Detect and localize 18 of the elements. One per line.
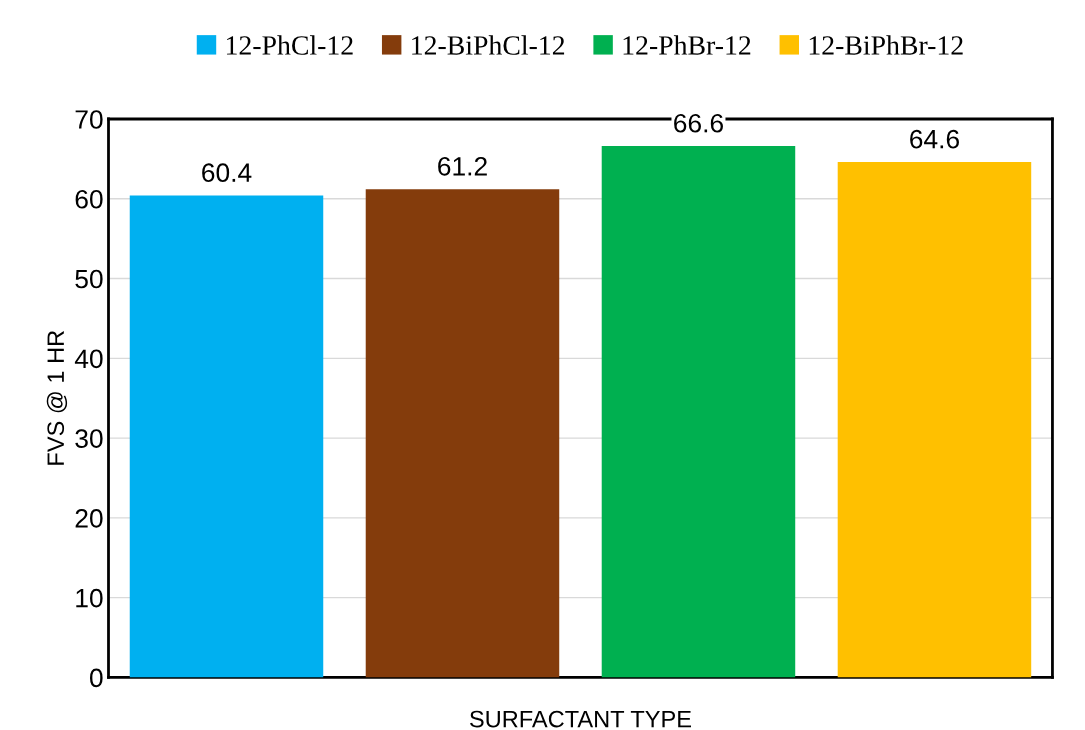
x-axis-title: SURFACTANT TYPE — [470, 710, 691, 728]
legend-label: 12-BiPhCl-12 — [412, 35, 565, 55]
y-tick-label: 20 — [75, 509, 103, 528]
y-tick-label: 0 — [90, 668, 103, 688]
legend-label: 12-PhCl-12 — [226, 35, 353, 55]
y-tick-label: 30 — [75, 429, 103, 448]
y-tick-label: 10 — [76, 588, 103, 608]
y-axis-title: FVS @ 1 HR — [46, 330, 68, 465]
y-tick-label: 60 — [75, 189, 103, 209]
legend-label: 12-PhBr-12 — [623, 35, 751, 55]
data-label: 61.2 — [438, 156, 487, 176]
y-tick-label: 50 — [75, 269, 103, 289]
data-label: 66.6 — [674, 113, 723, 133]
data-label: 64.6 — [910, 129, 959, 149]
legend-label: 12-BiPhBr-12 — [809, 35, 963, 55]
data-label: 60.4 — [202, 163, 252, 183]
y-tick-label: 40 — [74, 349, 103, 369]
y-tick-label: 70 — [75, 110, 103, 129]
